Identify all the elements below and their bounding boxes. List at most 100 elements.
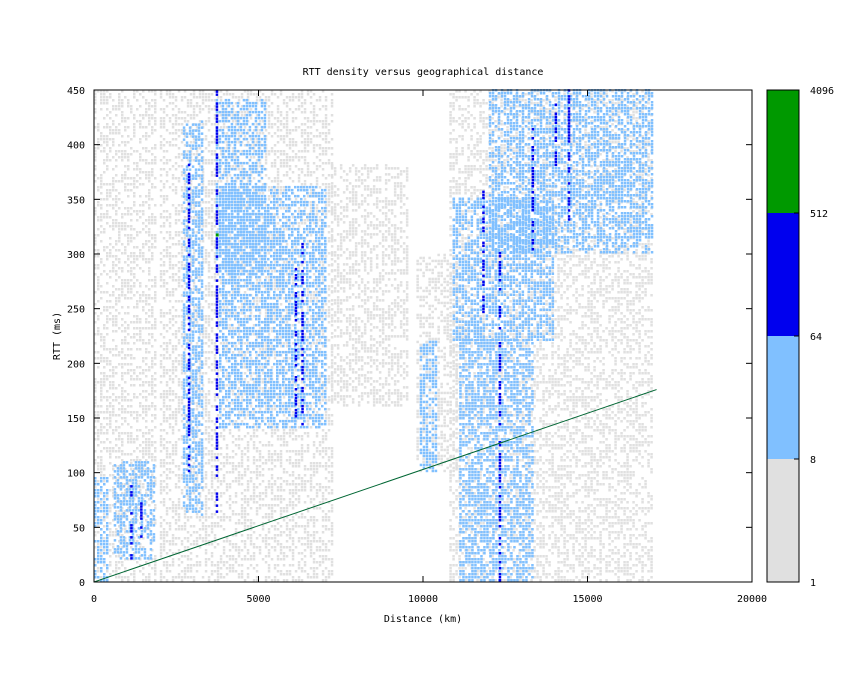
heatmap-cell	[166, 240, 169, 243]
heatmap-cell	[163, 372, 166, 375]
heatmap-cell	[112, 531, 115, 534]
heatmap-cell	[139, 297, 142, 300]
heatmap-cell	[247, 441, 250, 444]
heatmap-cell	[238, 435, 241, 438]
heatmap-cell	[112, 393, 115, 396]
heatmap-cell	[274, 480, 277, 483]
heatmap-cell	[115, 561, 118, 564]
heatmap-cell	[277, 111, 280, 114]
heatmap-cell	[151, 132, 154, 135]
heatmap-cell	[205, 330, 208, 333]
heatmap-cell	[196, 96, 199, 99]
heatmap-cell	[121, 561, 124, 564]
heatmap-cell	[133, 150, 136, 153]
heatmap-cell	[184, 486, 187, 489]
heatmap-cell	[130, 357, 133, 360]
heatmap-cell	[265, 489, 268, 492]
heatmap-cell	[154, 357, 157, 360]
heatmap-cell	[163, 528, 166, 531]
heatmap-cell	[211, 438, 214, 441]
heatmap-cell	[121, 330, 124, 333]
heatmap-cell	[226, 573, 229, 576]
heatmap-cell	[178, 396, 181, 399]
heatmap-cell	[112, 330, 115, 333]
heatmap-cell	[136, 306, 139, 309]
heatmap-cell	[250, 525, 253, 528]
heatmap-cell	[147, 473, 150, 476]
heatmap-cell	[241, 540, 244, 543]
heatmap-cell	[148, 408, 151, 411]
heatmap-cell	[211, 291, 214, 294]
heatmap-cell	[141, 530, 144, 533]
heatmap-cell	[150, 512, 153, 515]
heatmap-cell	[238, 477, 241, 480]
heatmap-cell	[175, 483, 178, 486]
heatmap-cell	[220, 558, 223, 561]
heatmap-cell	[175, 375, 178, 378]
heatmap-cell	[160, 501, 163, 504]
heatmap-cell	[145, 426, 148, 429]
heatmap-cell	[205, 462, 208, 465]
heatmap-cell	[106, 141, 109, 144]
heatmap-cell	[100, 477, 103, 480]
heatmap-cell	[277, 555, 280, 558]
heatmap-cell	[175, 189, 178, 192]
heatmap-cell	[205, 399, 208, 402]
heatmap-cell	[211, 363, 214, 366]
heatmap-cell	[154, 570, 157, 573]
heatmap-cell	[178, 429, 181, 432]
heatmap-cell	[154, 105, 157, 108]
heatmap-cell	[214, 180, 217, 183]
heatmap-cell	[262, 387, 265, 390]
heatmap-cell	[169, 309, 172, 312]
heatmap-cell	[130, 207, 133, 210]
heatmap-cell	[100, 504, 103, 507]
heatmap-cell	[100, 474, 103, 477]
heatmap-cell	[121, 348, 124, 351]
heatmap-cell	[160, 435, 163, 438]
heatmap-cell	[123, 497, 126, 500]
heatmap-cell	[271, 498, 274, 501]
heatmap-cell	[135, 512, 138, 515]
heatmap-cell	[130, 267, 133, 270]
heatmap-cell	[247, 489, 250, 492]
heatmap-cell	[271, 474, 274, 477]
heatmap-cell	[217, 396, 220, 399]
heatmap-cell	[121, 180, 124, 183]
heatmap-cell	[274, 213, 277, 216]
heatmap-cell	[250, 540, 253, 543]
heatmap-cell	[139, 378, 142, 381]
heatmap-cell	[205, 321, 208, 324]
heatmap-cell	[214, 261, 217, 264]
heatmap-cell	[100, 240, 103, 243]
heatmap-cell	[163, 261, 166, 264]
heatmap-cell	[175, 255, 178, 258]
heatmap-cell	[121, 156, 124, 159]
heatmap-cell	[109, 126, 112, 129]
heatmap-cell	[253, 435, 256, 438]
heatmap-cell	[103, 519, 106, 522]
heatmap-cell	[114, 470, 117, 473]
heatmap-cell	[100, 492, 103, 495]
heatmap-cell	[153, 536, 156, 539]
heatmap-cell	[160, 204, 163, 207]
heatmap-cell	[115, 300, 118, 303]
heatmap-cell	[268, 549, 271, 552]
heatmap-cell	[160, 381, 163, 384]
heatmap-cell	[97, 519, 100, 522]
heatmap-cell	[262, 504, 265, 507]
heatmap-cell	[208, 402, 211, 405]
heatmap-cell	[280, 456, 283, 459]
heatmap-cell	[205, 135, 208, 138]
heatmap-cell	[109, 561, 112, 564]
heatmap-cell	[253, 429, 256, 432]
heatmap-cell	[97, 435, 100, 438]
heatmap-cell	[103, 426, 106, 429]
heatmap-cell	[115, 114, 118, 117]
heatmap-cell	[126, 470, 129, 473]
heatmap-cell	[220, 414, 223, 417]
heatmap-cell	[163, 531, 166, 534]
heatmap-cell	[235, 438, 238, 441]
heatmap-cell	[106, 216, 109, 219]
heatmap-cell	[148, 438, 151, 441]
